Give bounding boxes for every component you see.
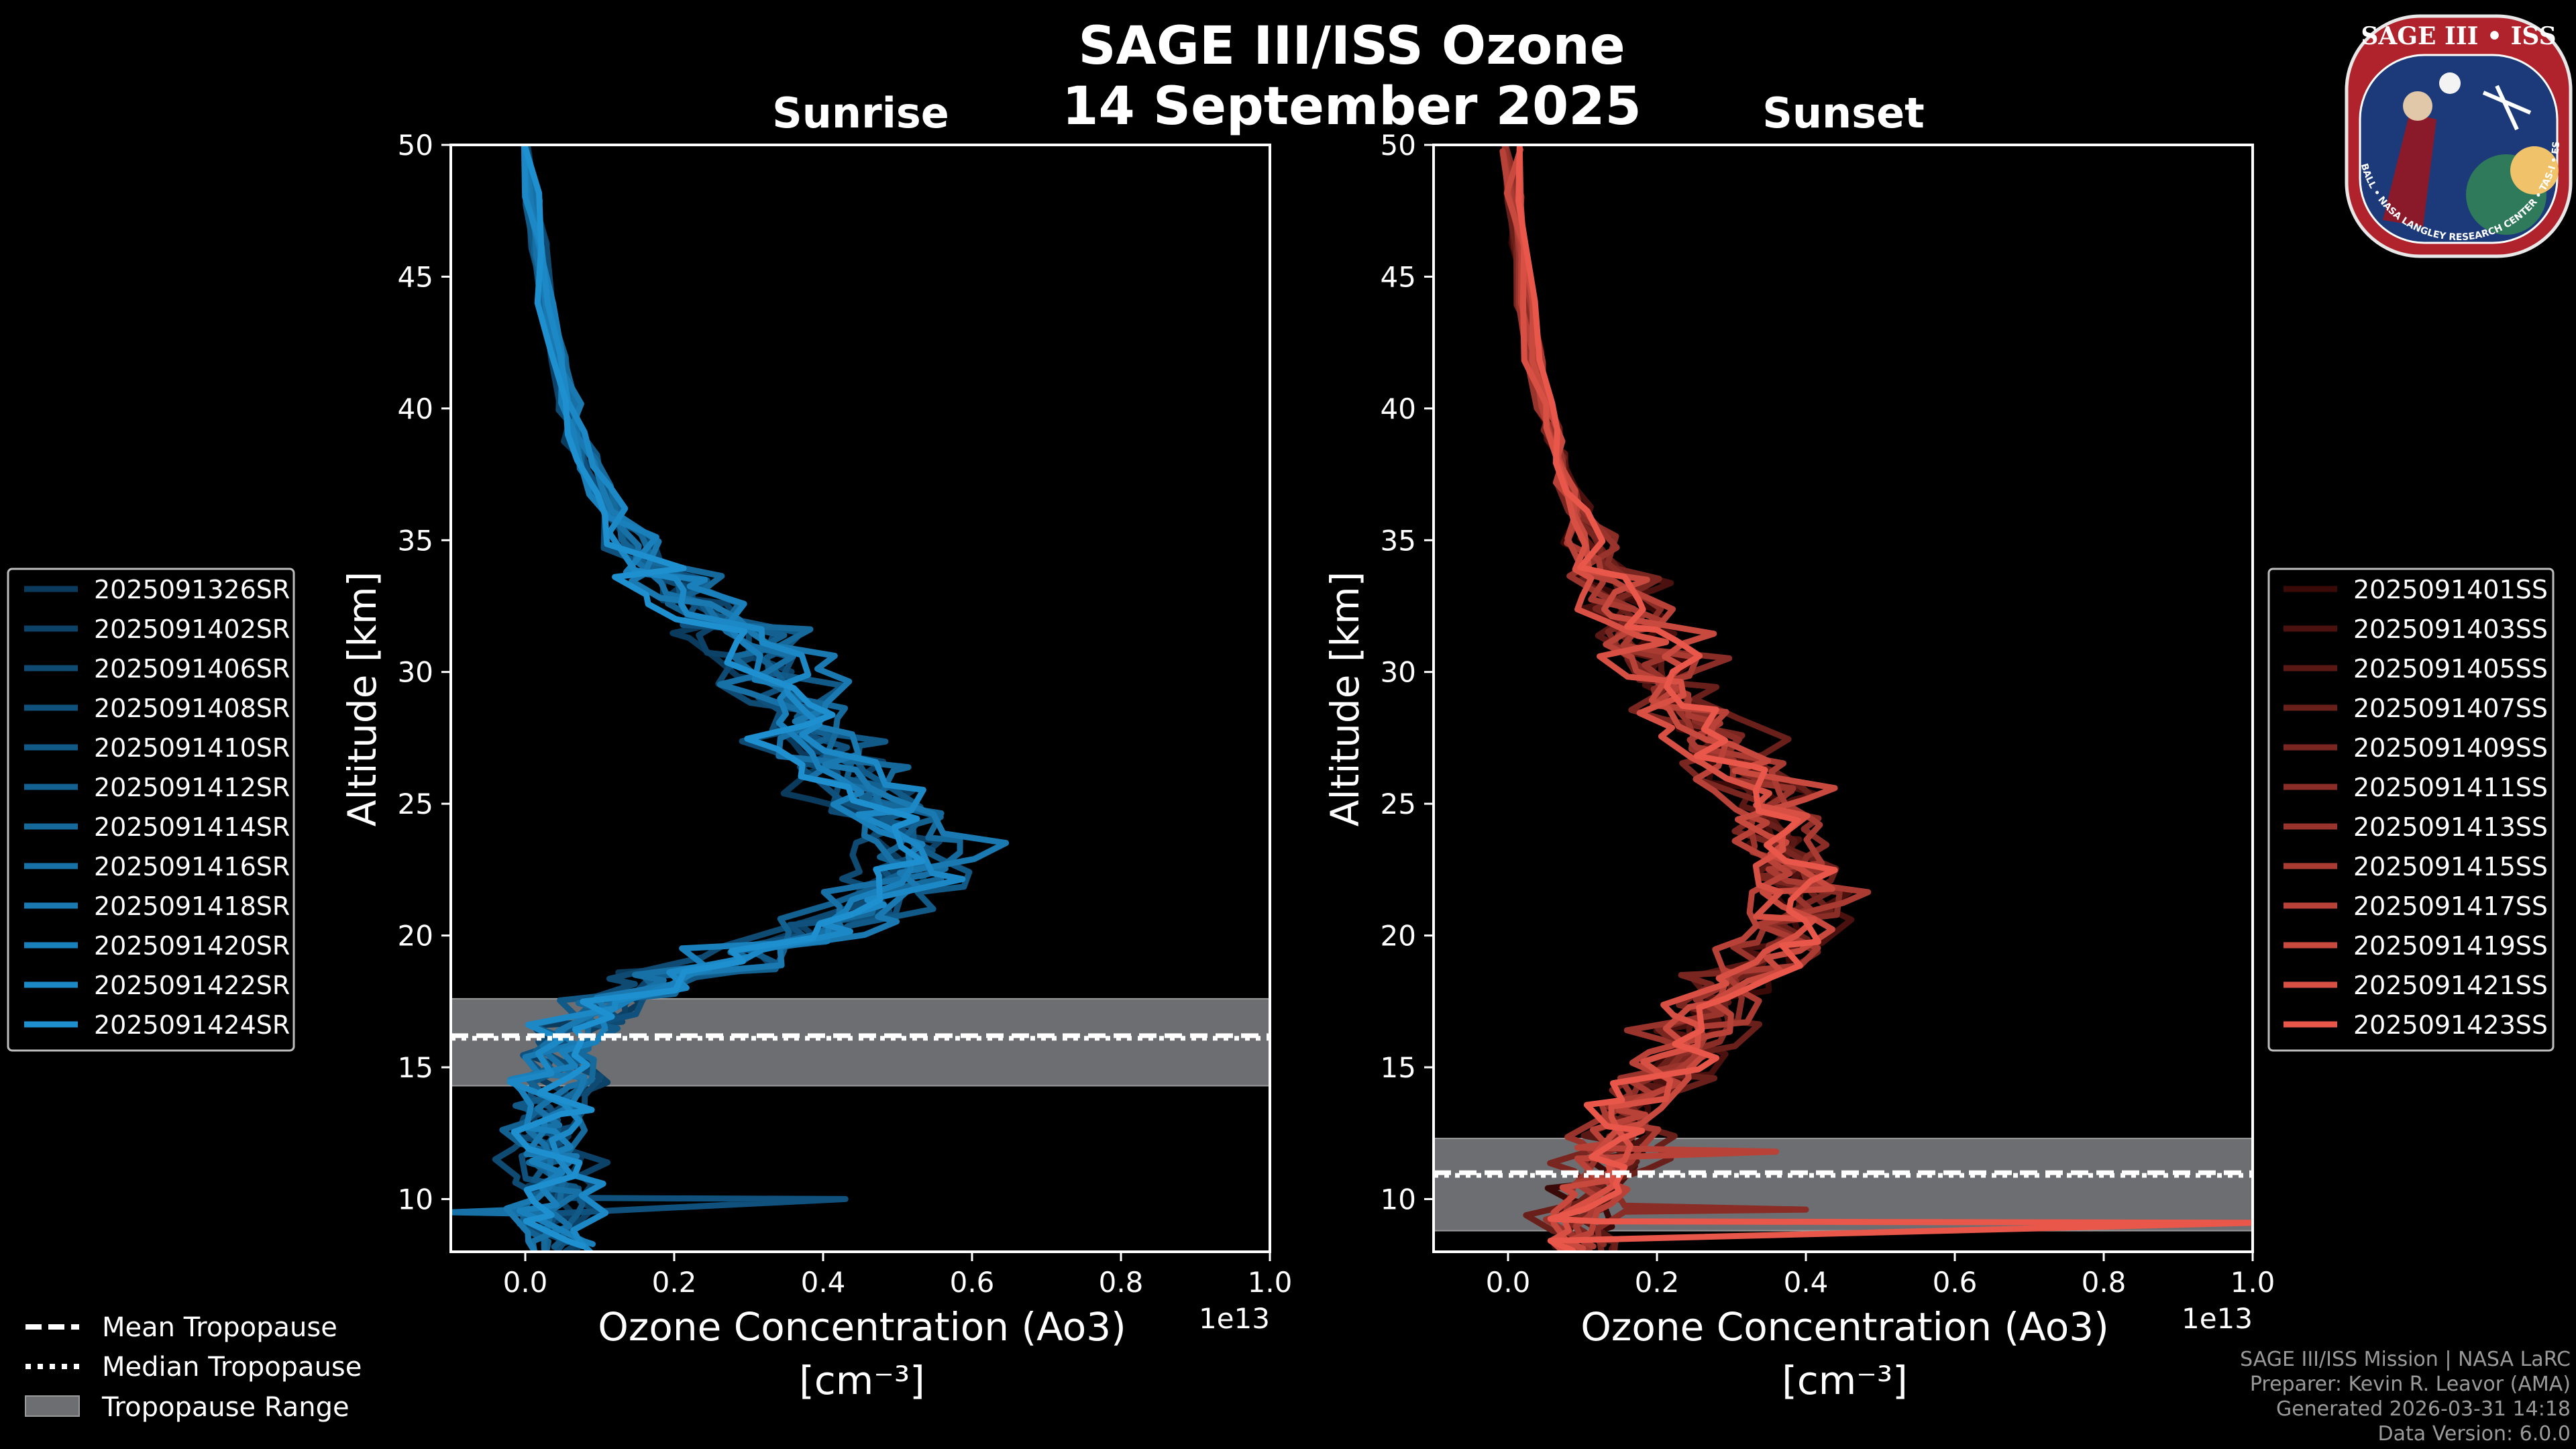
sunrise-y-tick-label: 25 [398, 788, 433, 820]
sunrise-legend-label: 2025091424SR [94, 1010, 290, 1040]
tropopause-range-label: Tropopause Range [101, 1392, 350, 1423]
sunset-profile-2025091421SS [1516, 145, 1817, 1252]
sunrise-legend-label: 2025091422SR [94, 971, 290, 1000]
sunset-legend-label: 2025091401SS [2353, 575, 2548, 604]
sunset-legend-label: 2025091421SS [2353, 971, 2548, 1000]
sunset-x-tick-label: 0.0 [1486, 1266, 1531, 1299]
sunrise-axes-frame [449, 144, 1271, 1253]
sunrise-x-tick-label: 0.0 [503, 1266, 548, 1299]
sunrise-legend-entries: 2025091326SR 2025091402SR 2025091406SR 2025… [24, 575, 290, 1040]
sunrise-x-offset-text: 1e13 [1199, 1302, 1270, 1335]
tropopause-range-swatch [25, 1395, 80, 1417]
sunrise-legend-label: 2025091414SR [94, 812, 290, 842]
sunset-x-tick-label: 0.8 [2082, 1266, 2127, 1299]
credits-mission: SAGE III/ISS Mission | NASA LaRC [2240, 1348, 2571, 1371]
sunset-legend-label: 2025091409SS [2353, 733, 2548, 763]
sunset-legend-label: 2025091415SS [2353, 852, 2548, 881]
sunrise-y-tick-label: 50 [398, 129, 433, 162]
sunrise-y-tick-label: 40 [398, 392, 433, 425]
sunset-legend-label: 2025091411SS [2353, 773, 2548, 802]
sunset-y-tick-label: 40 [1381, 392, 1416, 425]
sunrise-x-axis-label: Ozone Concentration (Ao3) [598, 1304, 1126, 1350]
sunset-plot-area: 0.0 0.2 0.4 0.6 0.8 1.0 10 15 20 25 30 35 40 45 50 [1381, 129, 2275, 1299]
sunset-panel: Sunset 0.0 0.2 0.4 0.6 0.8 1.0 10 15 20 25 30 35 40 4… [1322, 89, 2275, 1403]
sunset-legend-label: 2025091413SS [2353, 812, 2548, 842]
sunset-axes-frame [1432, 144, 2254, 1253]
credits-generated: Generated 2026-03-31 14:18 [2275, 1397, 2571, 1421]
sage-iii-iss-mission-badge-icon: SAGE III • ISS BALL • NASA LANGLEY RESEA… [2343, 12, 2573, 258]
sunset-profile-lines [1499, 145, 2253, 1252]
sunrise-legend-label: 2025091420SR [94, 931, 290, 961]
sunrise-y-axis-label: Altitude [km] [339, 572, 385, 826]
sunset-x-tick-label: 1.0 [2231, 1266, 2275, 1299]
sunset-x-axis-label: Ozone Concentration (Ao3) [1580, 1304, 2109, 1350]
sunset-legend-label: 2025091423SS [2353, 1010, 2548, 1040]
sunset-x-axis-units: [cm⁻³] [1782, 1358, 1908, 1403]
sunrise-legend-label: 2025091416SR [94, 852, 290, 881]
sunrise-legend-label: 2025091402SR [94, 614, 290, 644]
sunrise-legend-label: 2025091326SR [94, 575, 290, 604]
sunset-y-tick-label: 45 [1381, 260, 1416, 293]
sunrise-x-axis-units: [cm⁻³] [799, 1358, 925, 1403]
sunrise-y-tick-label: 30 [398, 656, 433, 689]
sunset-profile-2025091423SS [1515, 145, 2253, 1252]
figure-title-line1: SAGE III/ISS Ozone [1078, 16, 1625, 76]
sunset-y-axis-label: Altitude [km] [1322, 572, 1368, 826]
sunrise-plot-area: 0.0 0.2 0.4 0.6 0.8 1.0 10 15 20 25 30 35 40 45 50 [398, 129, 1293, 1299]
sunrise-legend-label: 2025091410SR [94, 733, 290, 763]
sunrise-legend-frame [7, 568, 295, 1052]
tropopause-legend: Mean Tropopause Median Tropopause Tropop… [25, 1312, 362, 1423]
sunset-legend-label: 2025091419SS [2353, 931, 2548, 961]
credits: SAGE III/ISS Mission | NASA LaRC Prepare… [2240, 1347, 2571, 1446]
sunset-y-tick-label: 10 [1381, 1183, 1416, 1216]
sunset-legend-label: 2025091417SS [2353, 892, 2548, 921]
badge-title: SAGE III • ISS [2361, 22, 2556, 50]
sunset-y-tick-label: 25 [1381, 788, 1416, 820]
credits-preparer: Preparer: Kevin R. Leavor (AMA) [2249, 1373, 2571, 1396]
sunrise-panel: Sunrise 0.0 0.2 0.4 0.6 0.8 1.0 10 15 20 25 30 35 40… [339, 89, 1292, 1403]
sunset-legend-entries: 2025091401SS 2025091403SS 2025091405SS 2025… [2284, 575, 2548, 1040]
sunrise-profile-lines [451, 145, 1010, 1252]
sunrise-panel-title: Sunrise [772, 89, 949, 138]
sunset-x-tick-label: 0.4 [1784, 1266, 1829, 1299]
median-tropopause-label: Median Tropopause [102, 1352, 362, 1383]
sunset-y-tick-label: 20 [1381, 920, 1416, 953]
sunset-y-tick-label: 50 [1381, 129, 1416, 162]
sunrise-y-tick-label: 10 [398, 1183, 433, 1216]
sunset-y-tick-label: 35 [1381, 524, 1416, 557]
sunrise-x-tick-label: 0.8 [1099, 1266, 1144, 1299]
sunrise-x-tick-label: 0.2 [652, 1266, 697, 1299]
sunrise-y-tick-label: 15 [398, 1051, 433, 1084]
sunrise-profile-2025091424SR [511, 145, 926, 1250]
sunrise-legend-label: 2025091412SR [94, 773, 290, 802]
sunrise-x-tick-label: 0.6 [950, 1266, 995, 1299]
sunrise-legend-label: 2025091408SR [94, 694, 290, 723]
sunrise-legend-label: 2025091406SR [94, 654, 290, 684]
sunset-x-offset-text: 1e13 [2182, 1302, 2253, 1335]
sunset-legend-label: 2025091405SS [2353, 654, 2548, 684]
figure-title-line2: 14 September 2025 [1062, 76, 1642, 137]
sunset-legend: 2025091401SS 2025091403SS 2025091405SS 2025… [2267, 568, 2555, 1052]
credits-data-version: Data Version: 6.0.0 [2377, 1422, 2571, 1446]
sunset-legend-frame [2267, 568, 2555, 1052]
sunset-legend-label: 2025091407SS [2353, 694, 2548, 723]
sunset-panel-title: Sunset [1762, 89, 1925, 138]
sunrise-legend: 2025091326SR 2025091402SR 2025091406SR 2025… [7, 568, 295, 1052]
sunset-x-tick-label: 0.2 [1635, 1266, 1680, 1299]
sunset-y-tick-label: 30 [1381, 656, 1416, 689]
sunrise-x-tick-label: 1.0 [1248, 1266, 1293, 1299]
sunrise-y-tick-label: 45 [398, 260, 433, 293]
sunrise-y-tick-label: 20 [398, 920, 433, 953]
sunset-legend-label: 2025091403SS [2353, 614, 2548, 644]
sunrise-y-tick-label: 35 [398, 524, 433, 557]
sunset-x-tick-label: 0.6 [1933, 1266, 1978, 1299]
sunrise-legend-label: 2025091418SR [94, 892, 290, 921]
sunrise-x-tick-label: 0.4 [801, 1266, 846, 1299]
mean-tropopause-label: Mean Tropopause [102, 1312, 337, 1343]
sunset-y-tick-label: 15 [1381, 1051, 1416, 1084]
